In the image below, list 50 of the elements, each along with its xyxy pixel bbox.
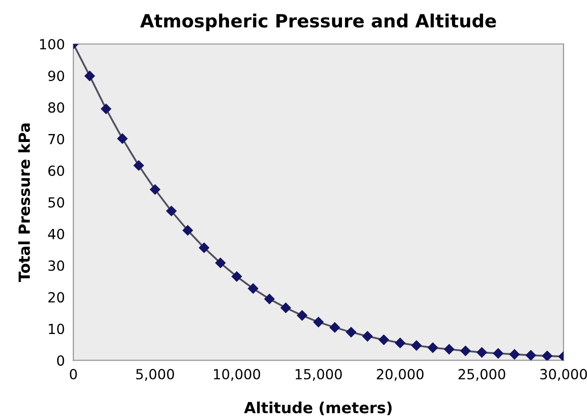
y-axis-title: Total Pressure kPa [18, 124, 30, 282]
y-tick-label: 70 [48, 134, 64, 144]
point [542, 350, 552, 360]
y-tick-label: 10 [48, 324, 64, 334]
y-tick-label: 90 [48, 70, 64, 82]
x-tick-label: 30,000 [540, 368, 587, 381]
point [362, 331, 373, 342]
point [509, 349, 520, 360]
y-tick-label: 80 [48, 102, 64, 113]
point [280, 302, 291, 313]
point [330, 322, 340, 333]
x-tick-label: 15,000 [296, 368, 342, 381]
point [198, 242, 210, 253]
point [215, 258, 226, 268]
y-tick-label: 60 [48, 166, 64, 176]
point [232, 271, 242, 282]
point [444, 344, 454, 354]
x-tick-label: 0 [70, 368, 77, 380]
x-tick-label: 5,000 [136, 368, 174, 381]
point [296, 310, 308, 321]
point [182, 225, 193, 236]
y-tick-label: 20 [48, 292, 64, 303]
point [526, 350, 536, 360]
point [84, 70, 95, 82]
point [134, 160, 144, 171]
point [378, 334, 389, 345]
point [476, 347, 487, 358]
point [264, 294, 275, 304]
point [150, 184, 160, 195]
y-tick-label: 40 [48, 228, 64, 240]
point [313, 316, 324, 328]
x-axis-title: Altitude (meters) [244, 402, 392, 416]
point [346, 327, 356, 338]
x-tick-label: 25,000 [458, 368, 506, 381]
point [428, 342, 438, 353]
y-tick-label: 50 [48, 197, 64, 208]
chart-title: Atmospheric Pressure and Altitude [140, 14, 496, 32]
y-tick-label: 30 [48, 260, 64, 271]
point [248, 283, 258, 294]
point [117, 133, 128, 144]
point [100, 104, 112, 114]
point [493, 348, 504, 358]
x-tick-label: 10,000 [214, 368, 260, 381]
y-tick-label: 0 [57, 355, 64, 366]
x-tick-label: 20,000 [376, 368, 424, 381]
y-tick-label: 100 [40, 38, 64, 50]
point [460, 346, 471, 356]
point [395, 338, 406, 348]
point [166, 206, 177, 216]
point [411, 340, 422, 351]
